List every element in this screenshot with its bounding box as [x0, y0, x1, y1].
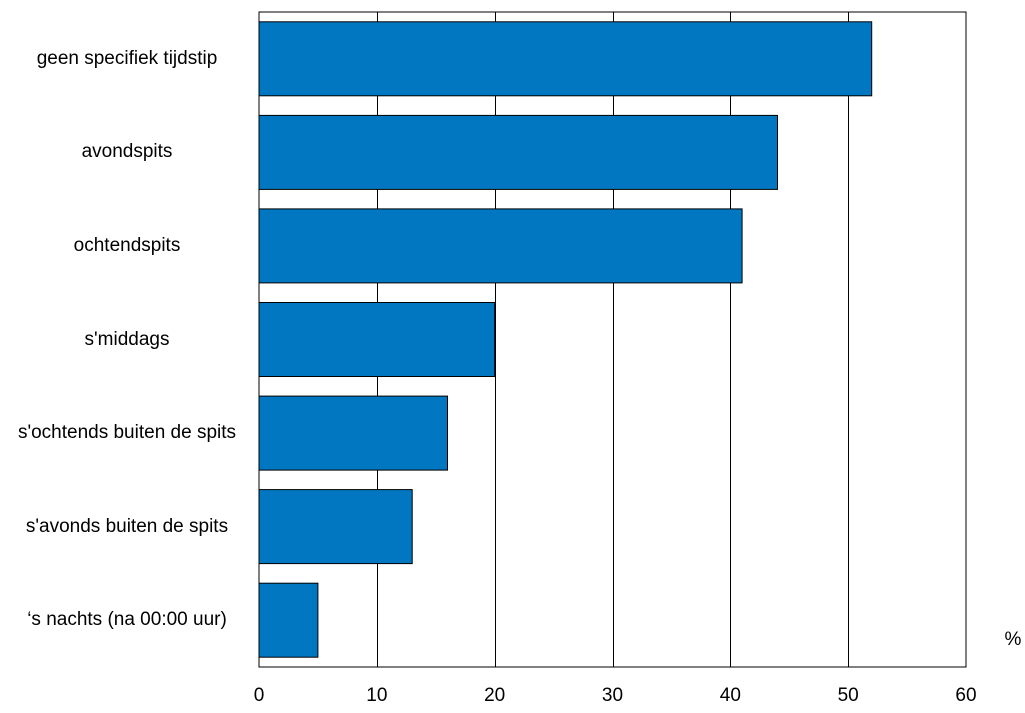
x-tick-label: 60: [955, 685, 976, 706]
category-label: avondspits: [81, 141, 173, 163]
bar-0: [258, 21, 873, 97]
x-tick-label: 30: [602, 685, 623, 706]
category-label: ochtendspits: [73, 234, 181, 256]
x-tick-label: 10: [366, 685, 387, 706]
x-tick-label: 50: [838, 685, 859, 706]
x-tick-label: 40: [720, 685, 741, 706]
bar-2: [258, 208, 743, 284]
bar-3: [258, 302, 496, 377]
plot-frame: [258, 11, 967, 668]
x-axis-unit-label: %: [1005, 629, 1022, 650]
bar-6: [258, 582, 319, 658]
category-label: ‘s nachts (na 00:00 uur): [27, 609, 227, 631]
bars: [258, 21, 873, 658]
x-tick-label: 20: [484, 685, 505, 706]
category-label: geen specifiek tijdstip: [36, 47, 218, 69]
category-label: s'middags: [84, 328, 170, 350]
category-label: s'ochtends buiten de spits: [17, 422, 237, 444]
x-tick-label: 0: [254, 685, 265, 706]
category-label: s'avonds buiten de spits: [25, 515, 229, 537]
x-axis-ticks: 0 10 20 30 40 50 60: [254, 685, 977, 706]
bar-1: [258, 114, 778, 190]
bar-5: [258, 489, 413, 565]
bar-4: [258, 395, 448, 471]
